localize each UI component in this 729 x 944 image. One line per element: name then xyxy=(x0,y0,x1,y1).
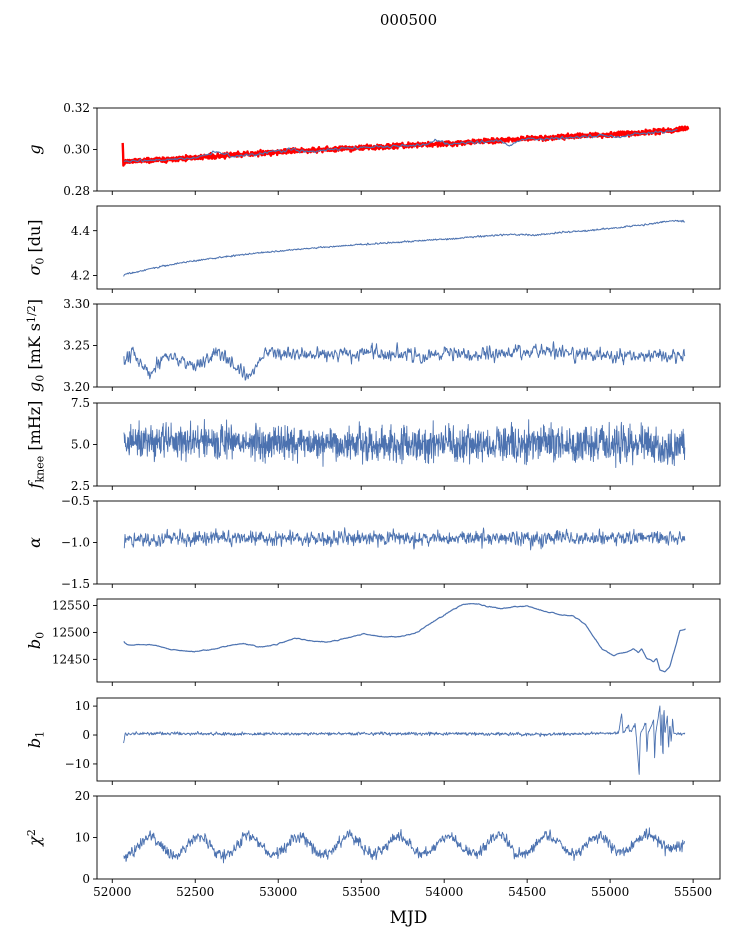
y-tick-label: 0 xyxy=(82,872,90,886)
series-line-alpha xyxy=(123,527,686,551)
y-axis-label-chi2: χ2 xyxy=(25,829,44,847)
y-tick-label: −0.5 xyxy=(61,494,90,508)
x-tick-label: 52500 xyxy=(176,885,214,899)
y-tick-label: 3.25 xyxy=(63,339,90,353)
y-axis-label-fknee: fknee [mHz] xyxy=(25,401,47,490)
y-tick-label: 0.32 xyxy=(63,101,90,115)
y-tick-label: 3.20 xyxy=(63,380,90,394)
x-tick-label: 52000 xyxy=(93,885,131,899)
series-line-g xyxy=(123,128,678,163)
series-line-b1 xyxy=(123,705,686,775)
panel-frame-chi2 xyxy=(96,795,721,880)
y-tick-label: 20 xyxy=(75,789,90,803)
x-tick-label: 55000 xyxy=(591,885,629,899)
series-line-b0 xyxy=(123,603,686,673)
y-tick-label: 2.5 xyxy=(71,479,90,493)
y-tick-label: 5.0 xyxy=(71,438,90,452)
series-line-sigma0 xyxy=(123,219,686,277)
y-axis-label-alpha: α xyxy=(25,537,44,548)
y-tick-label: 12550 xyxy=(52,599,90,613)
x-tick-label: 53500 xyxy=(342,885,380,899)
y-tick-label: 10 xyxy=(75,831,90,845)
y-tick-label: −1.0 xyxy=(61,536,90,550)
y-axis-label-b1: b1 xyxy=(25,731,47,748)
panel-frame-g xyxy=(96,107,721,192)
panel-frame-g0 xyxy=(96,303,721,388)
panel-frame-b1 xyxy=(96,697,721,782)
figure-title: 000500 xyxy=(379,11,438,29)
y-axis-label-sigma0: σ0 [du] xyxy=(25,219,47,275)
y-tick-label: 0.28 xyxy=(63,184,90,198)
panel-frame-b0 xyxy=(96,598,721,683)
x-tick-label: 54500 xyxy=(508,885,546,899)
x-tick-label: 55500 xyxy=(674,885,712,899)
y-tick-label: −10 xyxy=(65,757,90,771)
y-tick-label: −1.5 xyxy=(61,577,90,591)
y-tick-label: 0 xyxy=(82,728,90,742)
y-tick-label: 4.4 xyxy=(71,224,90,238)
y-tick-label: 4.2 xyxy=(71,269,90,283)
series-line-fknee xyxy=(123,418,686,468)
series-line-chi2 xyxy=(123,827,685,864)
y-tick-label: 0.30 xyxy=(63,143,90,157)
y-tick-label: 12450 xyxy=(52,652,90,666)
y-tick-label: 10 xyxy=(75,699,90,713)
panel-frame-sigma0 xyxy=(96,205,721,290)
y-axis-label-g0: g0 [mK s1/2] xyxy=(25,299,47,392)
x-tick-label: 54000 xyxy=(425,885,463,899)
x-axis-label: MJD xyxy=(390,908,428,928)
y-tick-label: 3.30 xyxy=(63,297,90,311)
y-tick-label: 7.5 xyxy=(71,396,90,410)
x-tick-label: 53000 xyxy=(259,885,297,899)
y-axis-label-b0: b0 xyxy=(25,632,47,649)
y-tick-label: 12500 xyxy=(52,625,90,639)
y-axis-label-g: g xyxy=(25,144,44,154)
series-line-g0 xyxy=(123,341,686,381)
